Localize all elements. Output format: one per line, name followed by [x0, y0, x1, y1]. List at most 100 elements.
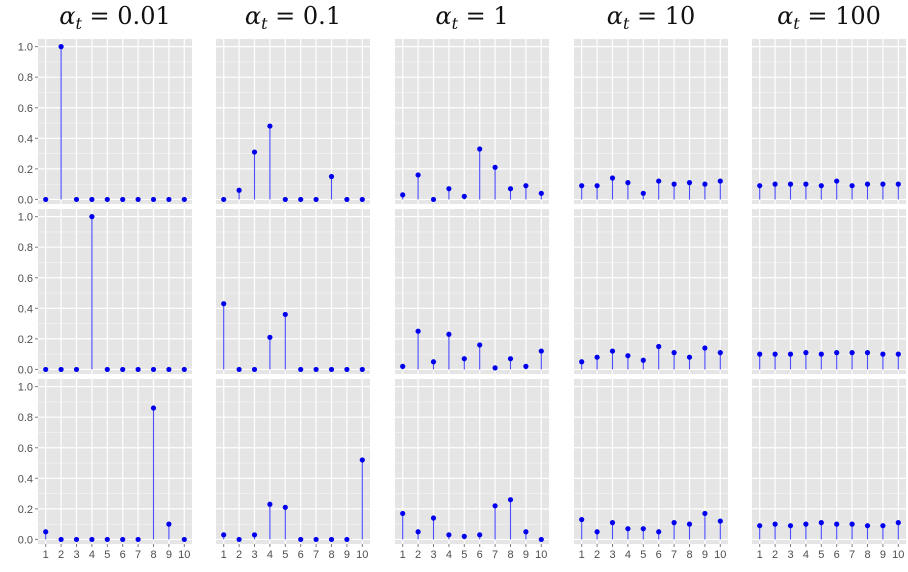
data-point: [834, 178, 840, 184]
x-tick-label: 6: [477, 549, 483, 561]
data-point: [328, 366, 335, 373]
data-point: [702, 510, 708, 517]
data-point: [120, 196, 126, 203]
data-point: [818, 183, 824, 189]
data-point: [415, 529, 421, 535]
x-tick-label: 8: [328, 549, 334, 561]
panel-r3-c1: [38, 379, 192, 544]
data-point: [609, 348, 616, 354]
data-point: [849, 521, 855, 527]
data-point: [400, 510, 406, 517]
data-point: [757, 523, 763, 529]
panel-background: [395, 379, 549, 544]
x-tick-label: 9: [523, 549, 529, 561]
x-tick-label: 9: [880, 549, 886, 561]
panel-r1-c5: [752, 39, 906, 204]
data-point: [717, 518, 723, 524]
x-tick-label: 3: [251, 549, 257, 561]
panel-r3-c2: [216, 379, 370, 544]
data-point: [507, 186, 514, 192]
data-point: [298, 366, 304, 373]
column-title-2: αt = 0.1: [245, 2, 341, 33]
data-point: [640, 190, 646, 196]
data-point: [430, 515, 437, 521]
data-point: [344, 196, 350, 203]
x-tick-label: 10: [714, 549, 726, 561]
x-tick-label: 4: [446, 549, 452, 561]
panel-background: [395, 209, 549, 374]
title-subscript: t: [793, 14, 800, 33]
x-tick-label: 1: [757, 549, 763, 561]
data-point: [344, 536, 350, 543]
y-tick-label: 0.2: [18, 504, 33, 516]
x-tick-label: 7: [313, 549, 319, 561]
data-point: [477, 146, 483, 152]
panel-background: [574, 209, 728, 374]
y-tick-label: 0.6: [18, 273, 33, 285]
data-point: [236, 536, 242, 543]
data-point: [671, 520, 677, 526]
data-point: [625, 526, 631, 532]
data-point: [359, 457, 365, 463]
data-point: [702, 181, 708, 187]
data-point: [492, 365, 498, 371]
data-point: [221, 196, 227, 203]
data-point: [236, 366, 242, 373]
data-point: [166, 196, 172, 203]
title-symbol: α: [245, 2, 261, 30]
data-point: [477, 532, 483, 538]
data-point: [609, 520, 616, 526]
panel-background: [752, 39, 906, 204]
x-tick-label: 1: [579, 549, 585, 561]
panel-r3-c5: [752, 379, 906, 544]
data-point: [609, 175, 616, 181]
x-tick-label: 7: [135, 549, 141, 561]
title-value: = 0.1: [268, 2, 342, 30]
data-point: [73, 366, 80, 373]
x-tick-label: 9: [702, 549, 708, 561]
data-point: [895, 520, 901, 526]
data-point: [818, 520, 824, 526]
x-tick-label: 2: [58, 549, 64, 561]
data-point: [58, 44, 64, 50]
data-point: [150, 196, 157, 203]
data-point: [73, 536, 80, 543]
panel-r2-c5: [752, 209, 906, 374]
data-point: [166, 366, 172, 373]
data-point: [89, 214, 95, 220]
data-point: [104, 536, 110, 543]
panel-background: [216, 209, 370, 374]
data-point: [625, 180, 631, 186]
data-point: [787, 351, 794, 357]
data-point: [282, 311, 288, 318]
data-point: [849, 350, 855, 356]
x-tick-label: 3: [430, 549, 436, 561]
data-point: [757, 183, 763, 189]
data-point: [880, 351, 886, 357]
x-tick-label: 8: [507, 549, 513, 561]
x-tick-label: 9: [344, 549, 350, 561]
data-point: [834, 521, 840, 527]
data-point: [267, 501, 273, 507]
y-tick-label: 1.0: [18, 42, 33, 54]
panel-background: [574, 379, 728, 544]
data-point: [181, 196, 187, 203]
y-tick-label: 1.0: [18, 212, 33, 224]
x-tick-label: 3: [73, 549, 79, 561]
data-point: [492, 164, 498, 170]
x-tick-label: 6: [298, 549, 304, 561]
data-point: [895, 351, 901, 357]
data-point: [251, 149, 258, 155]
title-value: = 1: [458, 2, 509, 30]
x-tick-label: 4: [267, 549, 273, 561]
y-tick-label: 0.0: [18, 534, 33, 546]
data-point: [717, 350, 723, 356]
data-point: [686, 354, 693, 360]
title-symbol: α: [59, 2, 75, 30]
data-point: [73, 196, 80, 203]
panel-background: [38, 209, 192, 374]
data-point: [579, 516, 585, 523]
x-tick-label: 7: [849, 549, 855, 561]
x-tick-label: 8: [686, 549, 692, 561]
